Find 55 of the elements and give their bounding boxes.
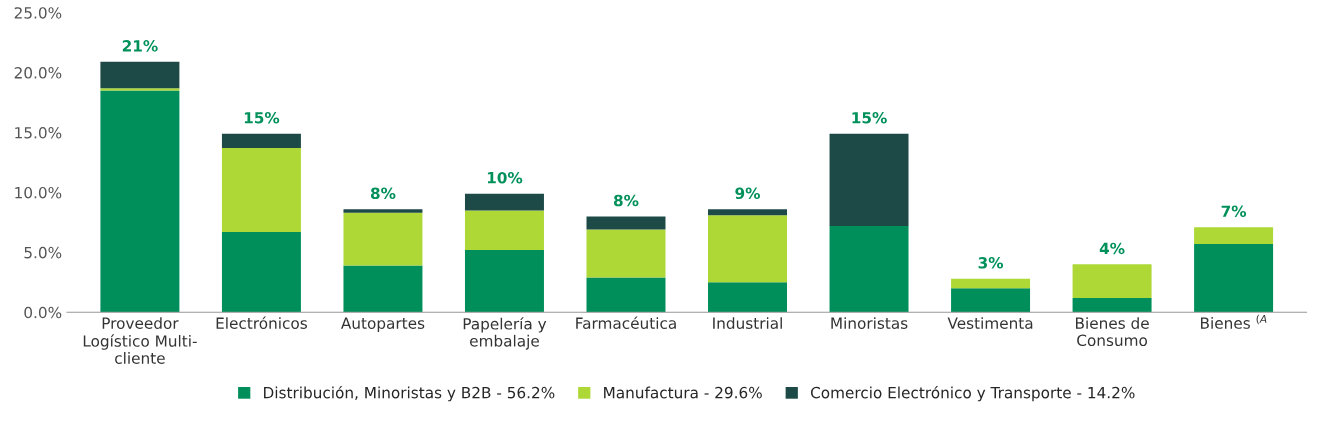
legend-label: Distribución, Minoristas y B2B - 56.2%	[264, 385, 555, 402]
x-tick-label: Vestimenta	[947, 317, 1033, 329]
bar	[708, 209, 787, 216]
bar	[1072, 264, 1152, 298]
bar	[586, 229, 666, 278]
bar	[221, 231, 301, 313]
total-label: 10%	[487, 171, 523, 184]
bar	[586, 216, 666, 230]
y-tick-label: 20.0%	[14, 67, 62, 79]
bar	[1194, 243, 1274, 313]
bar	[464, 249, 544, 313]
total-label: 4%	[1099, 242, 1125, 255]
x-tick-label: Proveedor Logístico Multi- cliente	[83, 317, 197, 364]
y-tick-label: 25.0%	[14, 7, 62, 19]
x-tick-label: Autopartes	[340, 317, 425, 332]
bar	[1194, 227, 1274, 244]
bar	[464, 193, 544, 211]
legend-label: Comercio Electrónico y Transporte - 14.2%	[810, 385, 1135, 402]
x-tick-label: Industrial	[713, 317, 782, 329]
bar	[829, 133, 909, 226]
bar	[708, 215, 787, 283]
x-tick-label: Electrónicos	[216, 316, 307, 329]
y-tick-label: 0.0%	[24, 306, 62, 319]
x-tick-label: Minoristas	[831, 317, 908, 329]
total-label: 15%	[244, 112, 280, 124]
total-label: 3%	[978, 257, 1004, 269]
total-label: 15%	[852, 112, 887, 124]
total-label: 9%	[735, 187, 760, 200]
bar	[343, 209, 423, 213]
bar	[100, 90, 180, 313]
bar	[221, 133, 301, 149]
bar	[951, 288, 1031, 313]
x-tick-label: Farmacéutica	[576, 316, 676, 329]
bar	[100, 88, 180, 91]
bar	[343, 265, 423, 313]
y-tick-label: 10.0%	[15, 186, 62, 199]
bar	[343, 212, 423, 266]
y-tick-label: 15.0%	[15, 126, 62, 139]
y-tick-label: 5.0%	[24, 246, 62, 259]
total-label: 8%	[613, 194, 639, 207]
x-tick-label: Bienes $^{(A}$	[1201, 314, 1267, 329]
total-label: 7%	[1221, 205, 1247, 218]
bar	[586, 277, 666, 313]
bar	[708, 282, 787, 313]
bar	[1072, 297, 1152, 313]
bar	[100, 61, 180, 89]
bar	[221, 148, 301, 232]
bar	[829, 225, 909, 313]
x-tick-label: Papelería y embalaje	[463, 317, 547, 350]
x-tick-label: Bienes de Consumo	[1076, 317, 1149, 347]
total-label: 21%	[122, 40, 158, 52]
total-label: 8%	[370, 187, 396, 200]
legend-label: Manufactura - 29.6%	[604, 386, 762, 399]
bar	[464, 210, 544, 250]
bar	[951, 278, 1031, 289]
